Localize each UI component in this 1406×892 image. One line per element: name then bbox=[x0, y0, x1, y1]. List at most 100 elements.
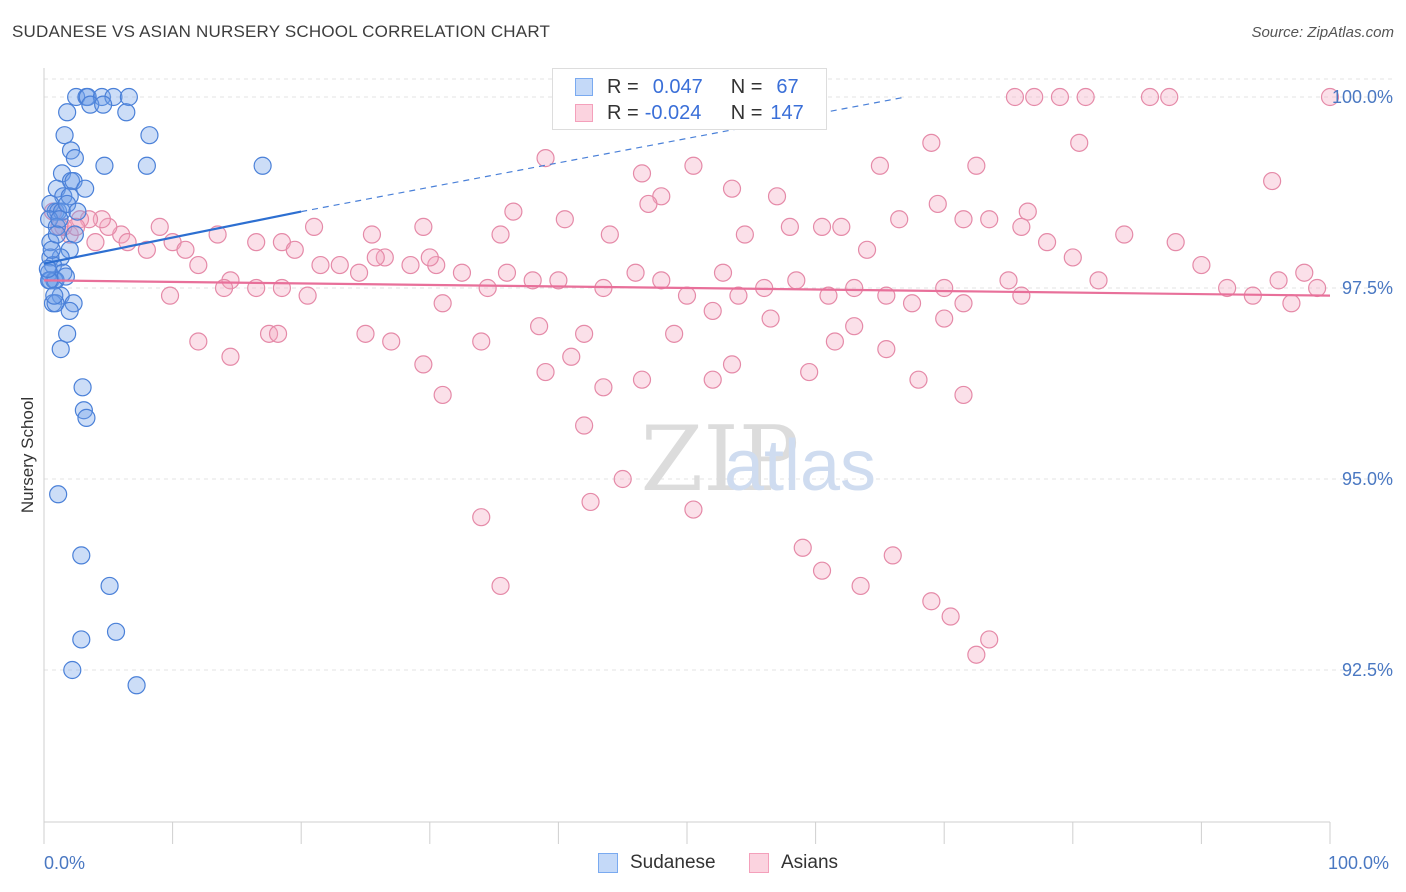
point-asians bbox=[626, 263, 645, 282]
point-sudanese bbox=[137, 156, 156, 175]
point-asians bbox=[555, 210, 574, 229]
point-asians bbox=[189, 332, 208, 351]
point-asians bbox=[632, 370, 652, 389]
point-asians bbox=[812, 561, 832, 580]
point-asians bbox=[92, 210, 111, 229]
point-sudanese bbox=[45, 286, 64, 305]
point-asians bbox=[420, 248, 439, 267]
legend-swatch-sudanese bbox=[575, 78, 593, 96]
point-sudanese bbox=[100, 576, 119, 596]
point-asians bbox=[311, 255, 330, 275]
point-asians bbox=[549, 271, 568, 290]
point-asians bbox=[722, 355, 742, 374]
point-asians bbox=[722, 179, 742, 198]
point-asians bbox=[401, 255, 420, 275]
point-asians bbox=[677, 286, 697, 305]
point-asians bbox=[825, 332, 844, 351]
point-asians bbox=[1140, 87, 1160, 107]
trend-sudanese bbox=[43, 210, 302, 265]
point-sudanese bbox=[58, 194, 77, 214]
point-asians bbox=[575, 416, 594, 435]
point-asians bbox=[600, 225, 619, 244]
point-sudanese bbox=[253, 156, 272, 175]
point-sudanese bbox=[117, 103, 136, 122]
point-asians bbox=[967, 645, 986, 664]
point-asians bbox=[1308, 278, 1327, 298]
point-asians bbox=[433, 294, 452, 313]
series-sudanese bbox=[38, 87, 272, 695]
stats-legend: R = 0.047 N = 67 R = -0.024 N = 147 bbox=[552, 68, 827, 130]
legend-item-asians[interactable]: Asians bbox=[749, 852, 838, 874]
point-asians bbox=[935, 309, 954, 328]
point-asians bbox=[980, 210, 999, 229]
point-sudanese bbox=[65, 225, 84, 244]
point-asians bbox=[800, 362, 819, 382]
point-sudanese bbox=[76, 179, 95, 198]
legend-swatch-asians bbox=[749, 853, 769, 873]
point-asians bbox=[1050, 87, 1070, 107]
point-sudanese bbox=[73, 378, 92, 397]
watermark-atlas: atlas bbox=[724, 426, 876, 506]
point-sudanese bbox=[40, 210, 59, 229]
x-tick-max: 100.0% bbox=[1328, 853, 1390, 873]
point-asians bbox=[536, 362, 555, 382]
point-asians bbox=[729, 286, 748, 305]
point-asians bbox=[954, 210, 973, 229]
point-sudanese bbox=[104, 87, 123, 107]
point-asians bbox=[890, 210, 909, 229]
legend-item-sudanese[interactable]: Sudanese bbox=[598, 852, 716, 874]
point-sudanese bbox=[46, 294, 65, 313]
point-asians bbox=[366, 248, 385, 267]
legend-label-sudanese: Sudanese bbox=[630, 852, 716, 873]
point-sudanese bbox=[58, 103, 77, 122]
point-asians bbox=[433, 385, 452, 405]
point-asians bbox=[735, 225, 754, 244]
point-asians bbox=[452, 263, 472, 282]
point-asians bbox=[761, 309, 780, 328]
point-asians bbox=[497, 263, 517, 282]
point-asians bbox=[285, 240, 304, 259]
point-asians bbox=[665, 324, 684, 343]
point-asians bbox=[967, 156, 986, 175]
point-asians bbox=[491, 225, 510, 244]
point-asians bbox=[632, 164, 652, 183]
point-asians bbox=[536, 149, 555, 168]
point-sudanese bbox=[60, 301, 79, 321]
point-asians bbox=[819, 286, 838, 305]
point-asians bbox=[845, 317, 864, 336]
series-asians bbox=[43, 87, 1340, 664]
point-sudanese bbox=[77, 408, 96, 427]
point-asians bbox=[298, 286, 317, 305]
chart-title: SUDANESE VS ASIAN NURSERY SCHOOL CORRELA… bbox=[12, 22, 551, 41]
point-sudanese bbox=[65, 149, 84, 168]
point-asians bbox=[562, 347, 581, 366]
point-asians bbox=[99, 217, 118, 236]
legend-n-label: N = bbox=[730, 101, 763, 124]
point-sudanese bbox=[94, 95, 113, 114]
point-asians bbox=[221, 347, 240, 366]
watermark-zip: ZIP bbox=[641, 407, 800, 512]
point-asians bbox=[478, 278, 497, 298]
point-asians bbox=[523, 271, 542, 290]
point-asians bbox=[780, 217, 799, 236]
point-asians bbox=[160, 286, 180, 305]
point-asians bbox=[1320, 87, 1340, 107]
point-asians bbox=[767, 187, 787, 206]
point-asians bbox=[1089, 271, 1108, 290]
y-tick-labels: 100.0% 97.5% 95.0% 92.5% bbox=[1332, 87, 1393, 680]
point-asians bbox=[427, 255, 446, 275]
point-asians bbox=[349, 263, 369, 282]
point-asians bbox=[504, 202, 523, 221]
legend-n-value: 147 bbox=[770, 101, 804, 124]
point-asians bbox=[1166, 233, 1185, 252]
legend-swatch-sudanese bbox=[598, 853, 618, 873]
trend-sudanese-extension bbox=[301, 96, 906, 213]
point-sudanese bbox=[42, 240, 61, 259]
point-asians bbox=[793, 538, 812, 557]
point-asians bbox=[414, 355, 433, 374]
point-asians bbox=[787, 271, 806, 290]
point-asians bbox=[1005, 87, 1025, 107]
point-asians bbox=[530, 317, 549, 336]
point-asians bbox=[414, 217, 433, 236]
